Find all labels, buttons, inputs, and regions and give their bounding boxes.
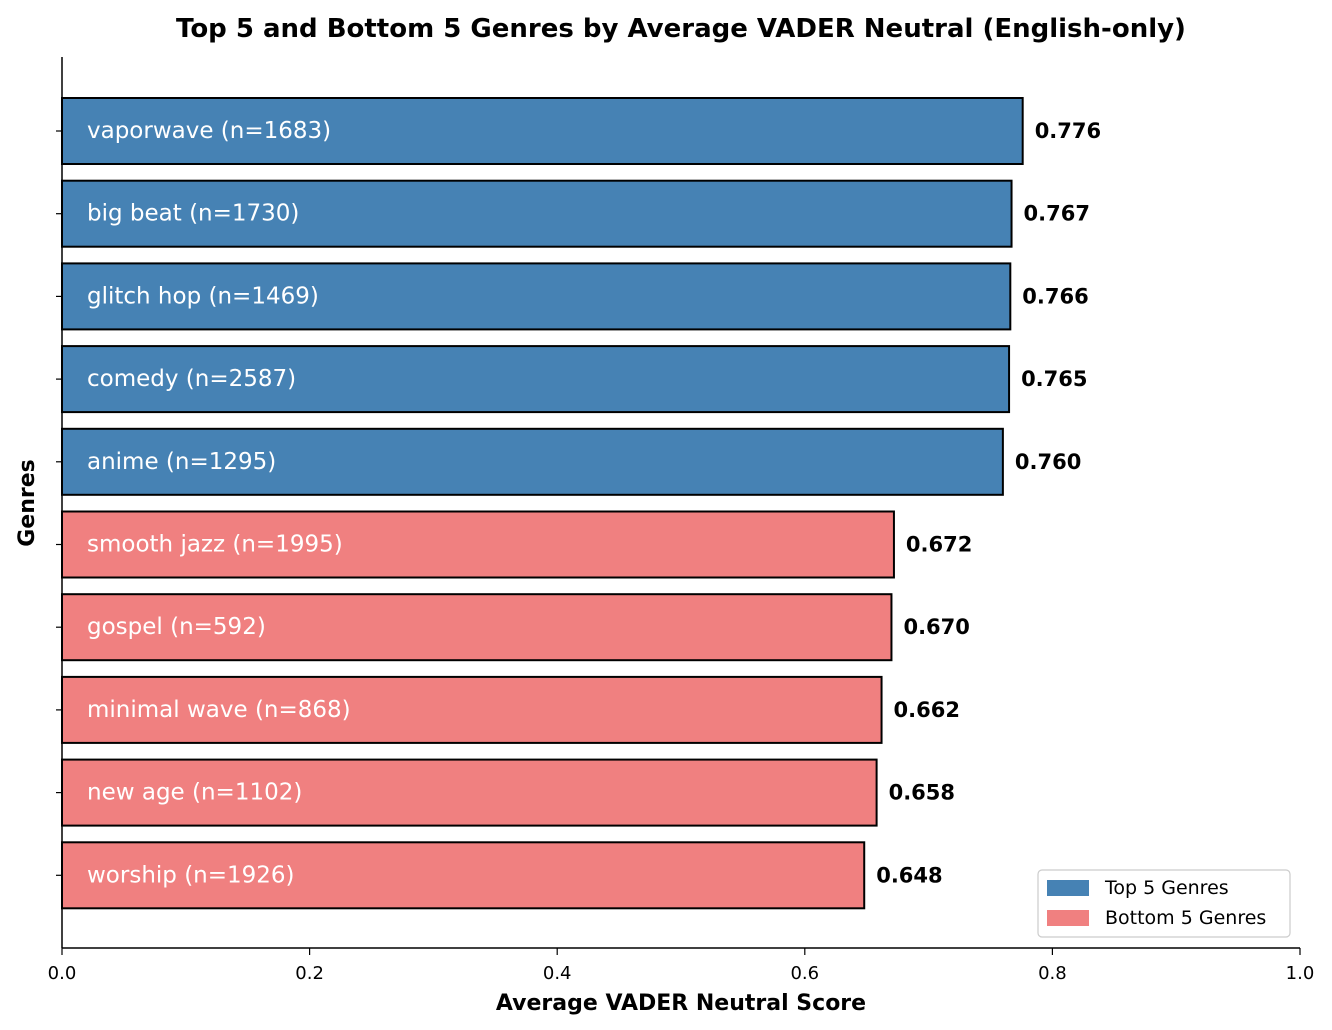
bar-group: anime (n=1295) 0.760 xyxy=(56,427,1081,496)
bar-category-label: glitch hop (n=1469) xyxy=(87,283,319,309)
x-axis-label: Average VADER Neutral Score xyxy=(496,991,866,1016)
bar-value-label: 0.766 xyxy=(1022,284,1088,308)
legend-frame xyxy=(1037,869,1291,938)
bar-group: big beat (n=1730) 0.767 xyxy=(56,179,1090,248)
bar xyxy=(61,97,1024,165)
bar-category-label: vaporwave (n=1683) xyxy=(87,118,331,144)
bar-category-label: comedy (n=2587) xyxy=(87,366,296,392)
bar xyxy=(61,510,895,579)
bar-category-label: minimal wave (n=868) xyxy=(87,697,351,723)
bar-group: vaporwave (n=1683) 0.776 xyxy=(56,97,1101,165)
bar xyxy=(61,593,893,662)
legend: Top 5 Genres Bottom 5 Genres xyxy=(1037,869,1291,938)
bar xyxy=(61,675,883,744)
bar-category-label: gospel (n=592) xyxy=(87,614,266,640)
x-tick-label: 0.8 xyxy=(1038,963,1067,984)
legend-label: Bottom 5 Genres xyxy=(1105,907,1266,929)
bar xyxy=(61,758,878,827)
bar-group: new age (n=1102) 0.658 xyxy=(56,758,955,827)
bar-value-label: 0.658 xyxy=(889,781,955,805)
bar-group: glitch hop (n=1469) 0.766 xyxy=(56,262,1089,331)
bar xyxy=(61,841,866,910)
bar-value-label: 0.662 xyxy=(894,698,960,722)
bar-value-label: 0.670 xyxy=(903,615,969,639)
bar-value-label: 0.672 xyxy=(906,533,972,557)
bar-category-label: big beat (n=1730) xyxy=(87,201,299,227)
x-tick-label: 0.2 xyxy=(295,963,324,984)
chart-title: Top 5 and Bottom 5 Genres by Average VAD… xyxy=(176,14,1186,44)
bar-category-label: smooth jazz (n=1995) xyxy=(87,532,343,558)
x-tick-label: 0.4 xyxy=(543,963,572,984)
bar-category-label: anime (n=1295) xyxy=(87,449,276,475)
bar-group: minimal wave (n=868) 0.662 xyxy=(56,675,960,744)
y-axis-label: Genres xyxy=(15,459,40,547)
bar-value-label: 0.767 xyxy=(1024,202,1090,226)
bar-category-label: worship (n=1926) xyxy=(87,862,295,888)
legend-label: Top 5 Genres xyxy=(1104,877,1229,899)
bar-group: gospel (n=592) 0.670 xyxy=(56,593,970,662)
bar-group: worship (n=1926) 0.648 xyxy=(56,841,943,910)
bar-category-label: new age (n=1102) xyxy=(87,780,302,806)
bars-layer: vaporwave (n=1683) 0.776 big beat (n=1730)… xyxy=(56,97,1101,910)
bar-value-label: 0.760 xyxy=(1015,450,1081,474)
legend-swatch xyxy=(1047,880,1089,896)
legend-swatch xyxy=(1047,910,1089,926)
bar-value-label: 0.648 xyxy=(876,863,942,887)
x-tick-label: 1.0 xyxy=(1286,963,1315,984)
bar-group: comedy (n=2587) 0.765 xyxy=(56,345,1088,414)
bar xyxy=(61,345,1011,414)
bar-value-label: 0.776 xyxy=(1035,119,1101,143)
axes-layer: 0.0 0.2 0.4 0.6 0.8 1.0 xyxy=(48,57,1315,984)
bar-group: smooth jazz (n=1995) 0.672 xyxy=(56,510,972,579)
bar-value-label: 0.765 xyxy=(1021,367,1087,391)
x-tick-label: 0.6 xyxy=(790,963,819,984)
x-tick-label: 0.0 xyxy=(48,963,77,984)
bar xyxy=(61,179,1013,248)
